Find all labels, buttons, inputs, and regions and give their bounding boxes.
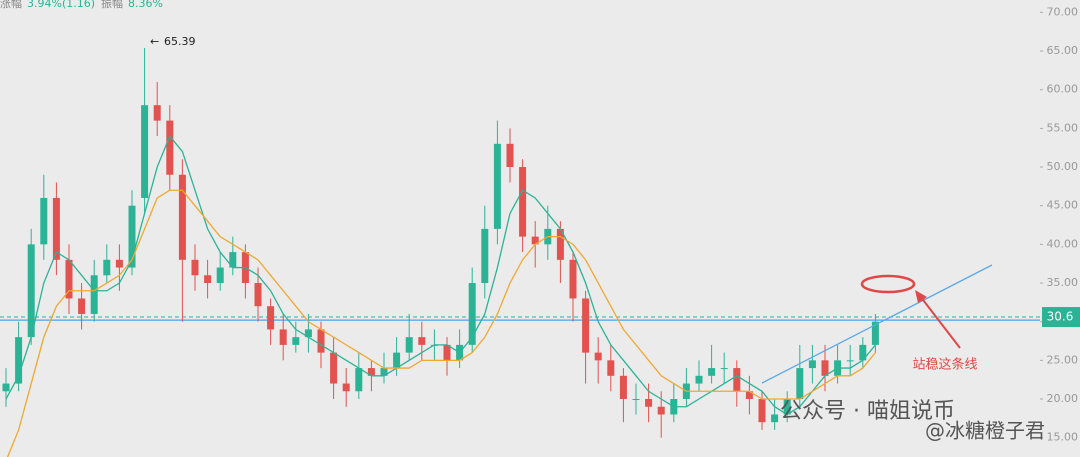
ma-line <box>5 134 876 416</box>
candle-body <box>355 368 363 392</box>
candle-body <box>418 337 426 345</box>
watermark: @冰糖橙子君 <box>925 419 1045 443</box>
candle-body <box>254 283 262 307</box>
candle-body <box>15 337 23 384</box>
candle-body <box>443 344 451 361</box>
candle-body <box>279 329 287 345</box>
candle-body <box>783 399 791 415</box>
annotation: 站稳这条线 <box>912 357 977 373</box>
candle-body <box>216 267 224 284</box>
candle-body <box>115 259 123 268</box>
candle-body <box>733 368 741 392</box>
y-tick-label: 50.00 <box>1047 160 1079 173</box>
y-tick-label: 15.00 <box>1047 431 1079 444</box>
candle-body <box>292 337 300 345</box>
stat-label: 振幅 <box>101 0 123 10</box>
candle-body <box>330 352 338 384</box>
candle-body <box>65 259 73 299</box>
candle-body <box>758 399 766 423</box>
candle-body <box>657 406 665 415</box>
arrow-head <box>915 290 927 303</box>
y-tick-label: 25.00 <box>1047 353 1079 366</box>
candle-body <box>27 244 35 338</box>
candle-body <box>317 329 325 353</box>
candle-body <box>632 399 640 401</box>
candle-body <box>808 360 816 369</box>
candle-body <box>304 329 312 338</box>
candle-body <box>695 375 703 384</box>
candle-body <box>166 120 174 175</box>
candle-body <box>607 360 615 376</box>
candle-body <box>594 352 602 361</box>
candle-body <box>481 228 489 284</box>
candle-body <box>380 368 388 376</box>
candle-body <box>569 259 577 299</box>
peak-label: 65.39 <box>164 35 196 48</box>
candle-body <box>582 298 590 353</box>
y-tick-label: 65.00 <box>1047 44 1079 57</box>
candle-body <box>267 306 275 330</box>
candle-body <box>821 360 829 376</box>
candle-body <box>468 283 476 345</box>
price-box <box>1042 307 1080 328</box>
candle-body <box>556 228 564 260</box>
y-tick-label: 35.00 <box>1047 276 1079 289</box>
candle-body <box>78 298 86 314</box>
candle-body <box>191 259 199 276</box>
candle-body <box>229 252 237 268</box>
stat-label: 涨幅 <box>0 0 22 10</box>
candle-body <box>531 236 539 245</box>
candle-body <box>519 167 527 237</box>
candle-body <box>178 174 186 260</box>
ma-line <box>6 189 876 457</box>
y-tick-label: 20.00 <box>1047 392 1079 405</box>
arrow <box>919 295 961 349</box>
candle-body <box>859 344 867 361</box>
candle-body <box>846 360 854 362</box>
candle-body <box>645 399 653 407</box>
candle-body <box>745 391 753 400</box>
candle-body <box>90 275 98 314</box>
candle-body <box>367 368 375 376</box>
candle-body <box>796 368 804 400</box>
candle-body <box>619 375 627 400</box>
candle-body <box>204 275 212 284</box>
candle-body <box>153 105 161 121</box>
candle-body <box>128 205 136 268</box>
price-label: 30.6 <box>1047 310 1074 324</box>
highlight-ellipse <box>860 274 916 294</box>
candle-body <box>708 368 716 376</box>
candle-body <box>771 414 779 423</box>
y-tick-label: 55.00 <box>1047 121 1079 134</box>
candle-body <box>393 352 401 369</box>
stat-value: 8.36% <box>128 0 163 10</box>
watermark: 公众号 · 喵姐说币 <box>780 399 955 424</box>
candle-body <box>720 368 728 370</box>
candle-body <box>103 259 111 276</box>
y-tick-label: 40.00 <box>1047 237 1079 250</box>
candle-body <box>40 197 48 245</box>
peak-arrow: ← <box>150 35 159 48</box>
candle-body <box>871 321 879 345</box>
y-tick-label: 70.00 <box>1047 5 1079 18</box>
candle-body <box>342 383 350 392</box>
stat-value: 3.94%(1.16) <box>27 0 95 10</box>
plot: 70.00 65.00 60.00 55.00 50.00 45.00 40.00 35.00… <box>0 5 1080 457</box>
y-tick-label: 45.00 <box>1047 199 1079 212</box>
candle-body <box>52 197 60 260</box>
candle-body <box>493 143 501 229</box>
y-tick-label: 60.00 <box>1047 83 1079 96</box>
candle-body <box>141 105 149 198</box>
trend-line <box>761 264 993 384</box>
candle-body <box>405 337 413 353</box>
candle-body <box>2 383 10 392</box>
candle-body <box>506 143 514 168</box>
